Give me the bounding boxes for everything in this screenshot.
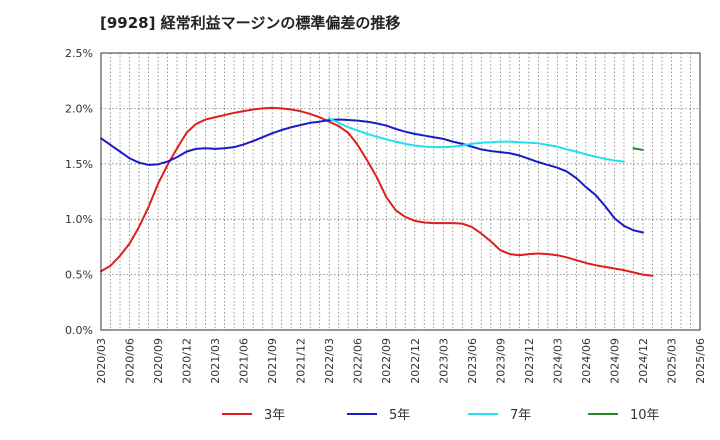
series-line-10年 <box>632 147 644 151</box>
x-tick-label: 2023/09 <box>494 338 507 384</box>
x-tick-label: 2022/06 <box>352 338 365 384</box>
chart-title: [9928] 経常利益マージンの標準偏差の推移 <box>100 14 401 32</box>
series-line-7年 <box>328 117 625 163</box>
x-tick-labels: 2020/03 2020/06 2020/09 2020/12 2021/03 2021/… <box>95 338 707 384</box>
axes <box>100 52 701 331</box>
series-line-3年 <box>100 106 654 277</box>
grid-lines <box>101 52 701 330</box>
y-tick-label: 1.5% <box>65 158 93 171</box>
x-tick-label: 2022/09 <box>380 338 393 384</box>
x-tick-label: 2025/06 <box>694 338 707 384</box>
x-tick-label: 2023/06 <box>466 338 479 384</box>
x-tick-label: 2024/06 <box>580 338 593 384</box>
x-tick-label: 2023/12 <box>523 338 536 384</box>
x-tick-label: 2022/12 <box>409 338 422 384</box>
y-tick-label: 2.5% <box>65 47 93 60</box>
x-tick-label: 2024/03 <box>551 338 564 384</box>
legend-label-3年: 3年 <box>264 408 285 423</box>
legend: 3年 5年 7年 10年 <box>222 408 660 423</box>
x-tick-label: 2021/09 <box>266 338 279 384</box>
x-tick-label: 2021/03 <box>209 338 222 384</box>
legend-label-7年: 7年 <box>510 408 531 423</box>
x-tick-label: 2021/12 <box>295 338 308 384</box>
plot-area <box>101 53 700 330</box>
x-tick-label: 2020/06 <box>124 338 137 384</box>
series-line-5年 <box>100 118 644 234</box>
legend-label-5年: 5年 <box>389 408 410 423</box>
y-tick-label: 2.0% <box>65 102 93 115</box>
plot-background <box>101 53 700 330</box>
x-tick-label: 2024/09 <box>608 338 621 384</box>
y-tick-label: 0.5% <box>65 269 93 282</box>
x-tick-label: 2020/03 <box>95 338 108 384</box>
x-tick-label: 2021/06 <box>238 338 251 384</box>
y-tick-label: 1.0% <box>65 213 93 226</box>
x-tick-label: 2023/03 <box>437 338 450 384</box>
x-tick-label: 2020/09 <box>152 338 165 384</box>
y-tick-labels: 0.0% 0.5% 1.0% 1.5% 2.0% 2.5% <box>65 47 93 337</box>
x-tick-label: 2025/03 <box>665 338 678 384</box>
x-tick-label: 2024/12 <box>637 338 650 384</box>
x-tick-label: 2020/12 <box>181 338 194 384</box>
y-tick-label: 0.0% <box>65 324 93 337</box>
legend-label-10年: 10年 <box>630 408 660 423</box>
x-tick-label: 2022/03 <box>323 338 336 384</box>
plot-frame <box>100 52 701 331</box>
series-group <box>100 106 654 277</box>
